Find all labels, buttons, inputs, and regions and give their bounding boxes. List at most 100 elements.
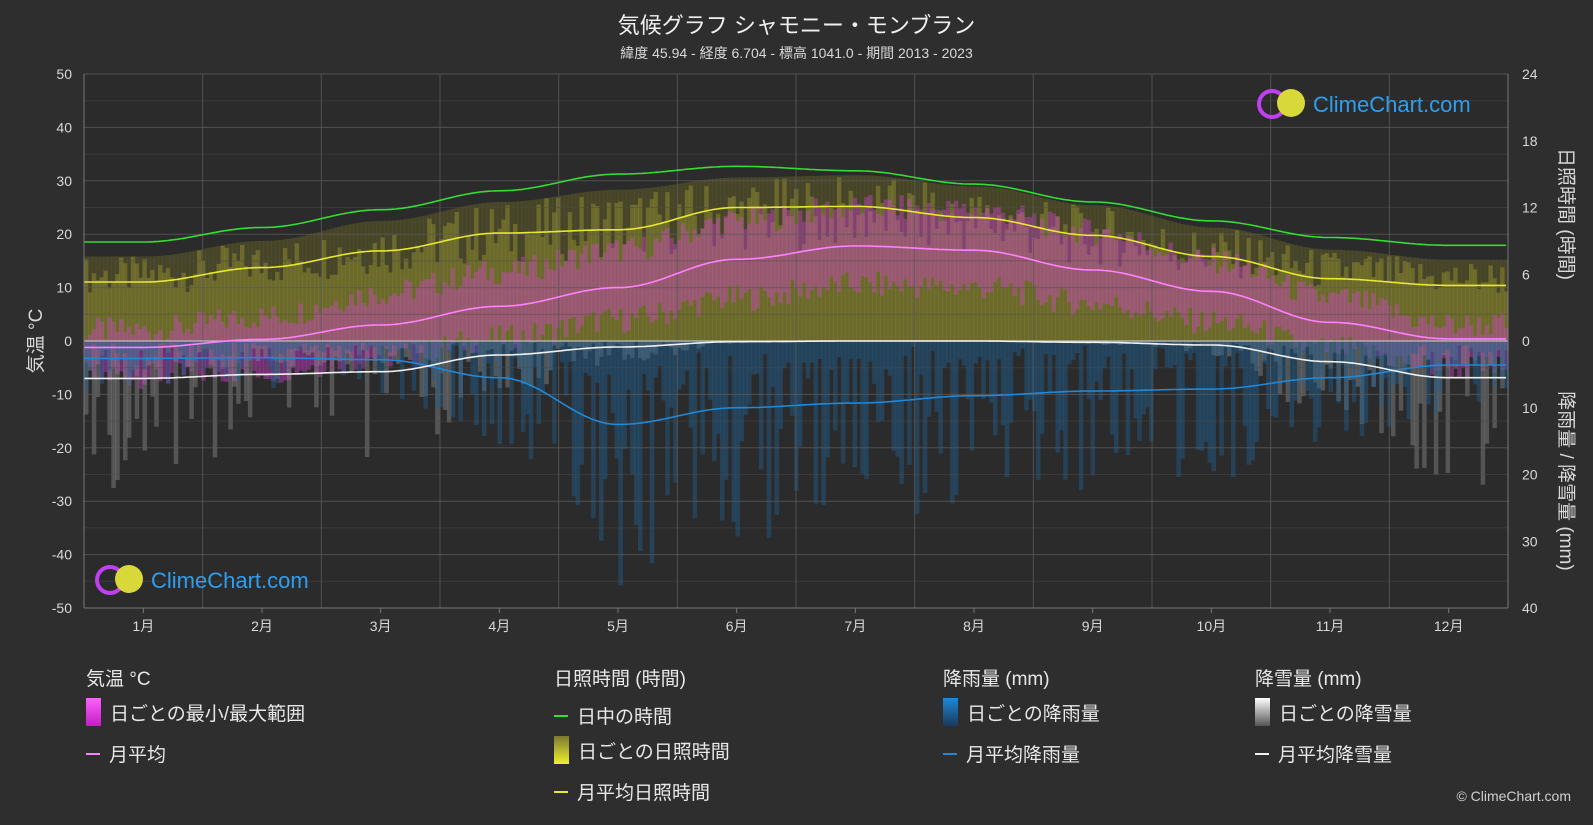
sunshine-daily-bar [189,285,194,341]
temp-range-bar [856,203,861,293]
sunshine-possible-bar [825,175,830,341]
rain-daily-bar [1074,341,1080,354]
sunshine-possible-bar [762,177,768,341]
rain-daily-bar [641,341,647,375]
rain-daily-bar [614,341,620,459]
temp-range-bar [1227,271,1232,331]
temp-range-bar [1211,247,1216,312]
sunshine-possible-bar [240,242,245,341]
temp-range-bar [825,201,830,291]
temp-range-bar [1086,220,1092,307]
temp-range-bar [801,221,807,283]
sunshine-possible-bar [341,225,346,341]
sunshine-daily-bar [357,248,362,341]
rain-daily-bar [1164,341,1170,368]
snow-daily-bar [439,341,444,374]
temp-range-bar [1012,219,1018,297]
sunshine-possible-bar [146,256,151,341]
snow-daily-bar [181,341,187,355]
sunshine-possible-bar [879,176,885,341]
sunshine-possible-bar [1160,218,1166,341]
temp-range-bar [762,220,768,291]
temp-range-bar [1035,226,1041,301]
rain-daily-bar [563,341,569,396]
snow-daily-bar [442,341,448,410]
sunshine-daily-bar [747,197,752,341]
sunshine-daily-bar [1149,243,1154,341]
sunshine-daily-bar [1152,245,1158,341]
sunshine-daily-bar [673,249,678,341]
temp-range-bar [899,195,904,292]
snow-daily-bar [1488,341,1493,366]
snow-daily-bar [575,341,581,347]
snow-daily-bar [1375,341,1380,351]
temp-range-bar [821,215,826,287]
sunshine-daily-bar [1273,274,1279,341]
sunshine-possible-bar [883,176,889,341]
temp-range-bar [411,299,417,364]
snow-daily-bar [185,341,190,367]
snow-daily-bar [126,341,132,438]
snow-daily-bar [657,341,663,347]
snow-daily-bar [684,341,690,351]
sunshine-possible-bar [325,229,331,341]
sunshine-possible-bar [1309,248,1314,341]
snow-daily-bar [345,341,350,365]
sunshine-possible-bar [298,236,304,341]
sunshine-daily-bar [1488,265,1493,341]
sunshine-possible-bar [716,178,721,341]
sunshine-possible-bar [162,255,167,341]
sunshine-daily-bar [1215,252,1220,341]
sunshine-possible-bar [571,193,577,341]
temp-range-bar [735,220,741,286]
sunshine-daily-bar [1305,262,1310,341]
legend-daily-sunshine-label: 日ごとの日照時間 [578,741,730,763]
snow-daily-bar [392,341,397,360]
rain-daily-bar [879,341,885,421]
temp-range-bar [907,198,912,287]
sunshine-possible-bar [337,226,343,341]
sunshine-possible-bar [364,221,370,341]
rain-daily-bar [1504,341,1509,388]
sunshine-possible-bar [985,186,990,341]
rain-daily-bar [583,341,588,373]
rain-daily-bar [1359,341,1365,437]
sunshine-daily-bar [1117,266,1123,341]
temp-range-bar [548,268,553,325]
sunshine-daily-bar [501,219,506,341]
temp-range-bar [1480,334,1486,371]
rain-daily-bar [478,341,483,358]
rain-daily-bar [762,341,768,355]
chart-subtitle: 緯度 45.94 - 経度 6.704 - 標高 1041.0 - 期間 201… [620,45,973,61]
y-left-tick-label: -30 [52,493,72,509]
temp-range-bar [1004,223,1010,288]
rain-daily-bar [1285,341,1291,358]
sunshine-possible-bar [286,238,292,341]
rain-daily-bar [942,341,947,368]
temp-range-bar [1063,236,1068,291]
rain-daily-bar [797,341,803,447]
snow-daily-bar [357,341,362,355]
rain-daily-bar [1351,341,1357,403]
temp-range-bar [926,202,932,290]
temp-range-bar [552,270,557,344]
rain-daily-bar [1223,341,1228,367]
rain-daily-bar [981,341,986,399]
rain-daily-bar [911,341,916,348]
sunshine-daily-bar [1074,206,1080,341]
snow-daily-bar [1406,341,1412,365]
snow-daily-bar [115,341,120,481]
sunshine-possible-bar [977,186,982,341]
temp-range-bar [134,323,140,376]
sunshine-possible-bar [458,206,464,341]
sunshine-daily-bar [571,239,577,341]
sunshine-possible-bar [1117,207,1123,341]
rain-daily-bar [411,341,417,391]
temp-range-bar [1043,235,1049,303]
snow-daily-bar [1176,341,1181,344]
temp-range-bar [1168,242,1174,317]
snow-daily-bar [1492,341,1497,429]
snow-daily-bar [591,341,596,344]
temp-range-bar [1223,251,1228,318]
temp-range-bar [282,320,288,381]
